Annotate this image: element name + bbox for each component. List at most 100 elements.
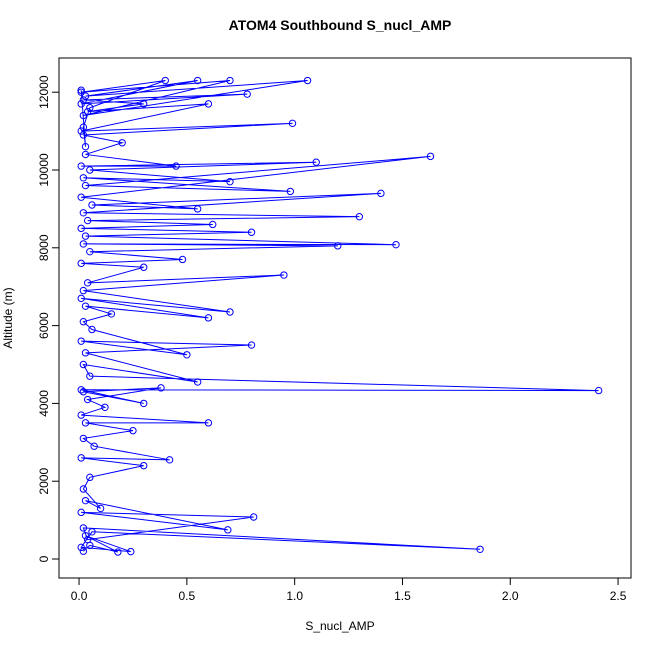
- y-tick-label: 4000: [37, 390, 51, 417]
- data-point: [79, 388, 88, 396]
- data-point: [107, 310, 116, 318]
- data-point: [226, 76, 234, 85]
- data-point: [79, 96, 88, 104]
- data-point: [77, 86, 85, 94]
- data-point: [224, 526, 232, 534]
- data-point: [193, 76, 202, 85]
- data-point: [83, 107, 92, 116]
- x-tick-label: 0.0: [71, 589, 88, 603]
- data-point: [83, 279, 92, 287]
- data-point: [172, 162, 180, 170]
- data-point: [90, 442, 98, 450]
- data-point: [77, 543, 85, 552]
- data-point: [280, 271, 288, 279]
- data-line: [80, 80, 599, 553]
- data-point: [77, 224, 85, 233]
- data-point: [77, 88, 85, 96]
- data-point: [81, 92, 90, 100]
- data-point: [77, 193, 85, 201]
- data-point: [157, 384, 165, 392]
- data-point: [81, 232, 90, 240]
- data-point: [86, 247, 94, 256]
- data-point: [79, 209, 88, 217]
- data-point: [81, 349, 90, 357]
- data-point: [140, 100, 148, 108]
- data-point: [83, 535, 92, 544]
- data-point: [247, 228, 256, 236]
- data-point: [249, 513, 258, 521]
- data-point: [286, 187, 295, 196]
- plot-frame: [58, 57, 632, 579]
- data-point: [204, 100, 213, 108]
- data-point: [209, 220, 217, 229]
- data-point: [79, 111, 88, 120]
- y-tick-label: 2000: [37, 468, 51, 495]
- data-point: [77, 259, 85, 268]
- data-point: [77, 508, 85, 517]
- data-point: [243, 90, 251, 98]
- data-point: [86, 104, 94, 112]
- data-point: [129, 426, 137, 435]
- x-tick-label: 2.0: [502, 589, 519, 603]
- data-point: [77, 337, 85, 345]
- data-point: [101, 403, 109, 411]
- data-point: [226, 308, 234, 316]
- data-point: [140, 461, 148, 470]
- data-point: [355, 212, 364, 221]
- data-point: [226, 177, 234, 186]
- y-tick-label: 12000: [37, 75, 51, 109]
- x-axis-label: S_nucl_AMP: [305, 619, 374, 633]
- chart-title: ATOM4 Southbound S_nucl_AMP: [229, 17, 452, 33]
- data-point: [247, 341, 256, 349]
- data-point: [96, 504, 105, 513]
- x-tick-label: 2.5: [610, 589, 627, 603]
- data-point: [79, 360, 88, 369]
- data-point: [79, 485, 88, 493]
- data-point: [79, 240, 88, 248]
- data-point: [303, 76, 312, 85]
- data-point: [193, 205, 202, 213]
- data-point: [476, 545, 484, 553]
- data-point: [161, 76, 169, 85]
- data-point: [288, 119, 297, 128]
- data-point: [77, 294, 85, 303]
- data-point: [79, 318, 88, 326]
- data-point: [79, 524, 88, 532]
- y-tick-label: 8000: [37, 234, 51, 261]
- data-point: [86, 166, 94, 174]
- data-point: [77, 386, 85, 394]
- data-point: [81, 531, 90, 540]
- y-tick-label: 10000: [37, 153, 51, 187]
- data-point: [377, 189, 385, 198]
- data-point: [81, 302, 90, 310]
- data-point: [140, 263, 148, 271]
- data-point: [81, 142, 90, 151]
- data-point: [88, 325, 96, 334]
- data-point: [204, 419, 213, 427]
- data-point: [79, 286, 88, 295]
- data-point: [88, 528, 96, 536]
- y-axis-label: Altitude (m): [1, 287, 15, 348]
- data-point: [118, 139, 126, 147]
- data-point: [77, 162, 85, 170]
- data-point: [77, 454, 85, 462]
- data-point: [81, 181, 90, 190]
- y-tick-label: 6000: [37, 312, 51, 339]
- data-point: [81, 496, 90, 505]
- data-point: [204, 314, 213, 322]
- data-point: [83, 395, 92, 404]
- x-tick-label: 0.5: [179, 589, 196, 603]
- data-point: [81, 150, 90, 159]
- data-point: [79, 123, 88, 131]
- data-point: [127, 547, 135, 556]
- data-point: [77, 127, 85, 135]
- x-tick-label: 1.0: [286, 589, 303, 603]
- data-point: [77, 411, 85, 419]
- data-point: [77, 100, 85, 108]
- data-point: [426, 152, 435, 161]
- data-point: [183, 351, 191, 359]
- data-point: [81, 419, 90, 427]
- data-point: [193, 378, 202, 386]
- data-point: [392, 240, 400, 249]
